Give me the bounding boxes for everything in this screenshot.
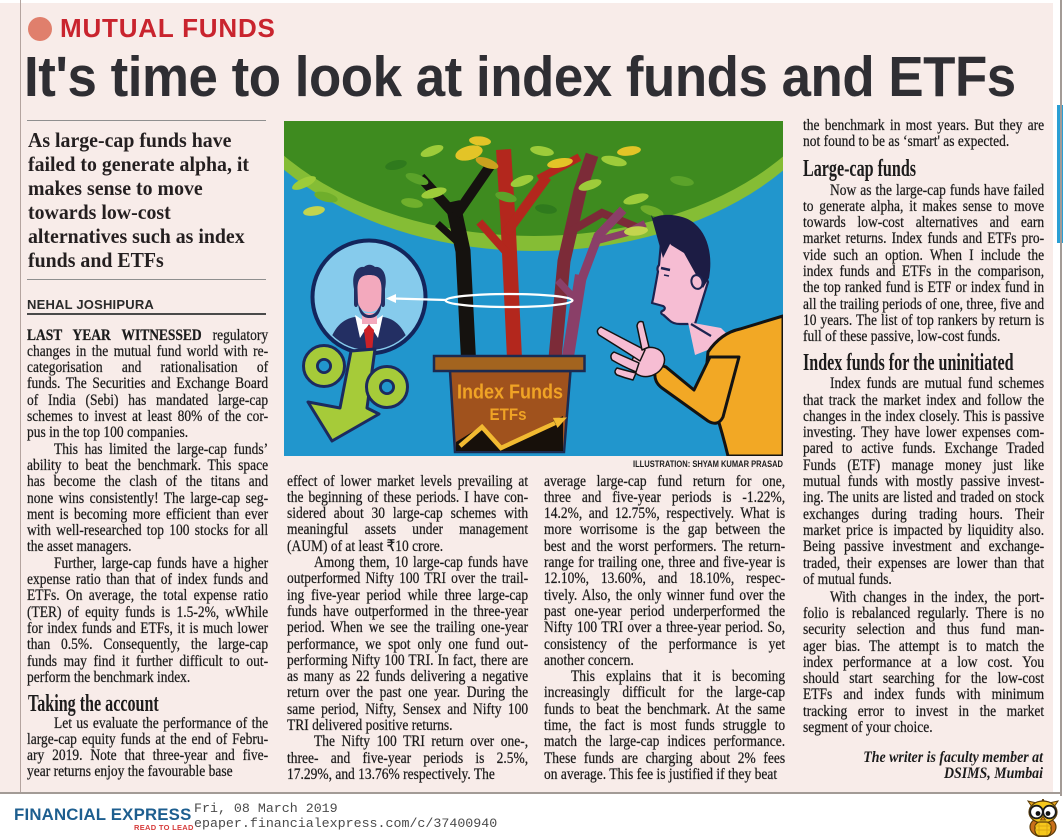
svg-text:ETFs: ETFs xyxy=(490,405,527,424)
svg-text:Index Funds: Index Funds xyxy=(457,382,563,404)
